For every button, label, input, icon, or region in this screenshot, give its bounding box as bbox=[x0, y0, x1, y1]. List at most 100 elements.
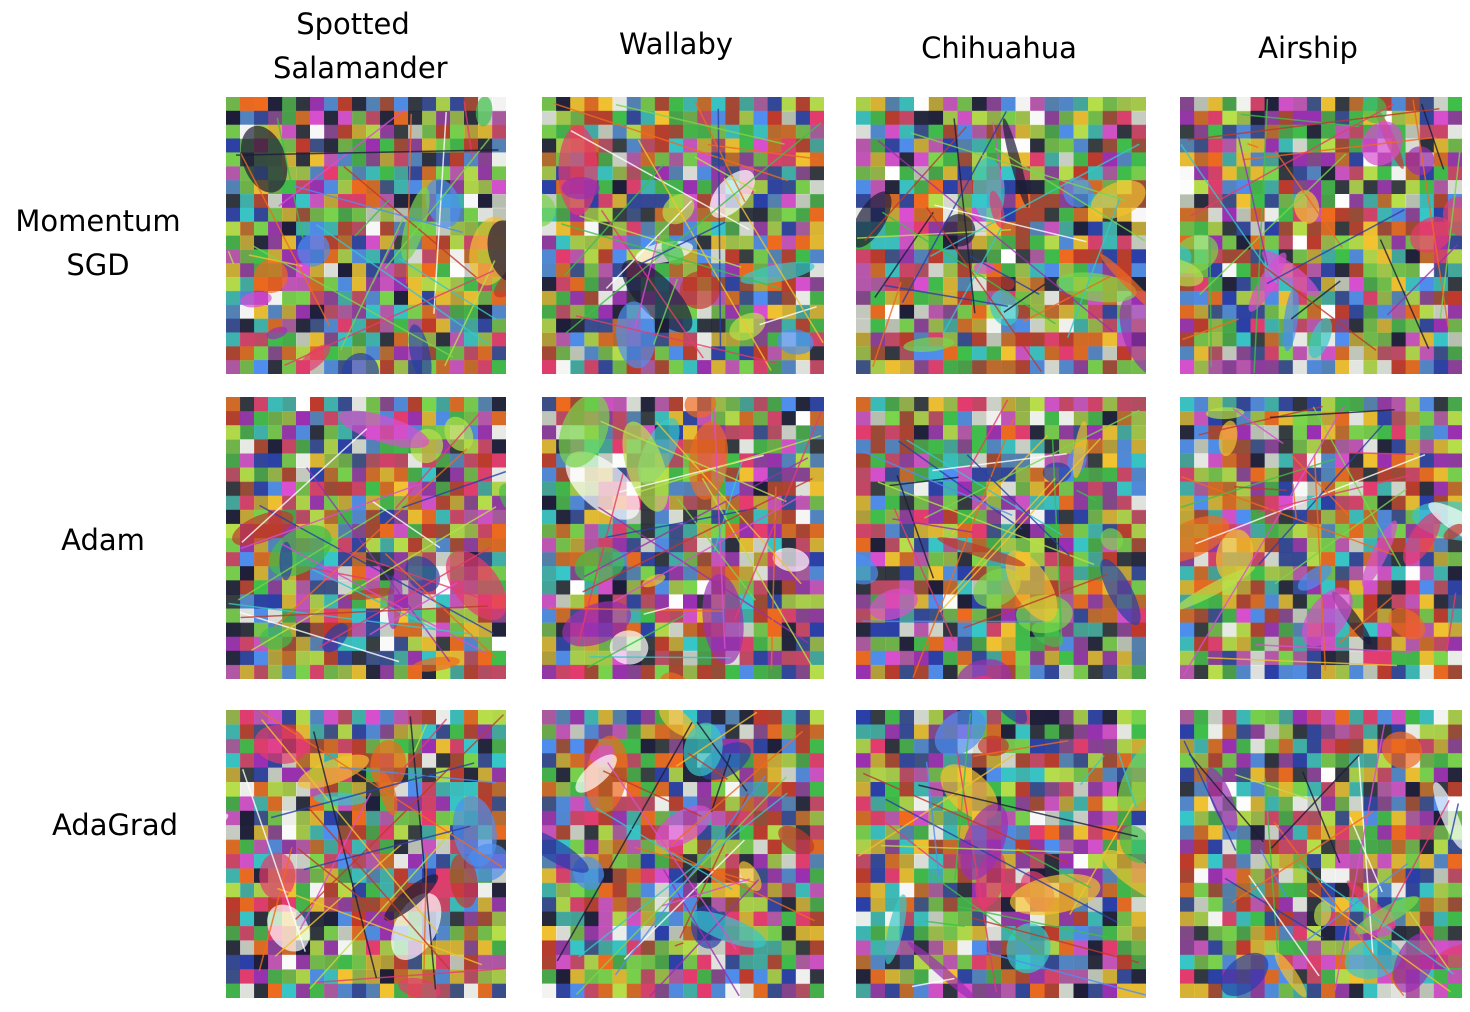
texture bbox=[614, 775, 766, 976]
texture bbox=[1117, 911, 1132, 927]
texture bbox=[584, 277, 599, 292]
texture bbox=[282, 138, 297, 153]
texture bbox=[226, 710, 241, 725]
texture bbox=[394, 318, 409, 333]
texture bbox=[1088, 411, 1103, 426]
texture bbox=[636, 434, 822, 494]
texture bbox=[450, 166, 465, 181]
texture bbox=[1030, 753, 1045, 769]
texture bbox=[436, 263, 451, 278]
texture bbox=[655, 805, 712, 848]
texture bbox=[366, 249, 381, 264]
texture bbox=[1194, 839, 1209, 855]
texture bbox=[380, 304, 395, 320]
texture bbox=[1222, 767, 1237, 783]
texture bbox=[668, 940, 684, 956]
texture bbox=[450, 738, 465, 754]
texture bbox=[753, 180, 769, 195]
texture bbox=[654, 110, 670, 126]
texture bbox=[753, 854, 769, 869]
texture bbox=[478, 636, 493, 652]
texture bbox=[268, 397, 283, 412]
texture bbox=[1015, 249, 1031, 264]
texture bbox=[556, 249, 571, 264]
texture bbox=[464, 940, 479, 956]
texture bbox=[1292, 346, 1308, 361]
texture bbox=[1088, 608, 1103, 624]
texture bbox=[1321, 439, 1336, 454]
texture bbox=[928, 753, 944, 769]
texture bbox=[254, 796, 269, 812]
texture bbox=[753, 911, 769, 927]
texture bbox=[1278, 753, 1294, 769]
texture bbox=[870, 926, 886, 941]
texture bbox=[697, 509, 712, 525]
texture bbox=[1391, 636, 1407, 652]
texture bbox=[1349, 566, 1364, 581]
texture bbox=[296, 854, 311, 869]
texture bbox=[1363, 235, 1378, 250]
texture bbox=[809, 566, 824, 581]
texture bbox=[492, 152, 506, 167]
texture bbox=[1278, 854, 1294, 869]
texture bbox=[1433, 580, 1449, 595]
texture bbox=[856, 753, 871, 769]
texture bbox=[310, 622, 325, 638]
texture bbox=[1278, 608, 1294, 624]
texture bbox=[542, 110, 557, 126]
texture bbox=[1117, 622, 1132, 638]
texture bbox=[781, 467, 797, 483]
texture bbox=[668, 97, 684, 112]
texture bbox=[856, 138, 871, 153]
texture bbox=[492, 650, 506, 666]
texture bbox=[1131, 453, 1146, 468]
texture bbox=[1405, 566, 1421, 581]
texture bbox=[254, 782, 269, 797]
texture bbox=[254, 825, 269, 841]
texture bbox=[626, 897, 642, 913]
texture bbox=[598, 180, 613, 195]
texture bbox=[943, 911, 958, 927]
texture bbox=[885, 249, 900, 264]
texture bbox=[957, 650, 973, 666]
texture bbox=[1030, 425, 1045, 440]
texture bbox=[957, 318, 973, 333]
texture bbox=[809, 954, 824, 970]
texture bbox=[1278, 552, 1294, 567]
texture bbox=[1080, 754, 1105, 786]
texture bbox=[670, 730, 804, 846]
texture bbox=[226, 724, 241, 740]
texture bbox=[781, 221, 797, 236]
texture bbox=[305, 467, 451, 663]
texture bbox=[767, 753, 783, 769]
texture bbox=[943, 290, 958, 306]
texture bbox=[352, 738, 367, 754]
texture bbox=[1131, 249, 1146, 264]
texture bbox=[380, 724, 395, 740]
texture bbox=[1433, 439, 1449, 454]
texture bbox=[781, 753, 797, 769]
texture bbox=[1194, 868, 1209, 884]
texture bbox=[899, 724, 915, 740]
texture bbox=[240, 664, 255, 679]
texture bbox=[1088, 782, 1103, 797]
texture bbox=[240, 636, 255, 652]
texture bbox=[338, 290, 353, 306]
visualization-image bbox=[226, 97, 506, 374]
texture bbox=[739, 636, 754, 652]
texture bbox=[856, 954, 871, 970]
texture bbox=[943, 453, 958, 468]
texture bbox=[241, 769, 307, 952]
texture bbox=[1266, 209, 1405, 285]
texture bbox=[478, 767, 493, 783]
texture bbox=[943, 318, 958, 333]
texture bbox=[1313, 454, 1327, 671]
texture bbox=[914, 580, 929, 595]
texture bbox=[1030, 235, 1045, 250]
texture bbox=[767, 249, 783, 264]
texture bbox=[1117, 751, 1138, 809]
texture bbox=[556, 753, 571, 769]
texture bbox=[1363, 397, 1378, 412]
texture bbox=[885, 983, 900, 998]
texture bbox=[870, 622, 886, 638]
